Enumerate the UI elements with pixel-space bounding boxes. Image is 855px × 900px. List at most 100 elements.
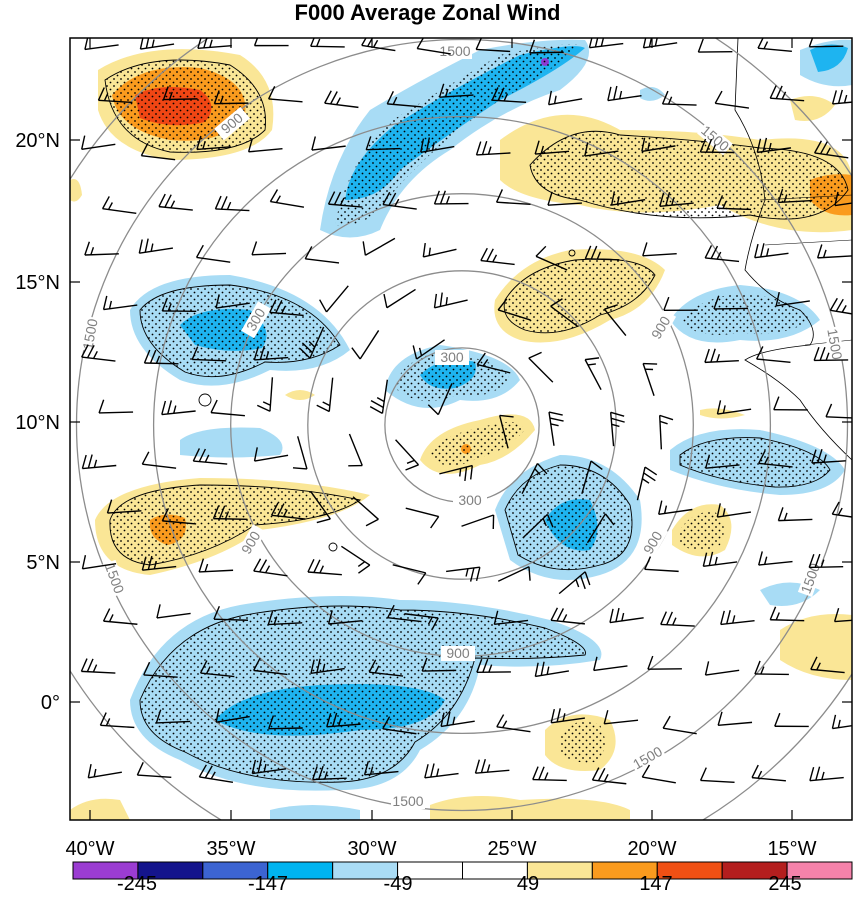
wind-barb xyxy=(212,505,248,521)
wind-barb xyxy=(777,188,813,204)
wind-barb xyxy=(754,660,789,676)
wind-barb xyxy=(269,299,304,317)
wind-barb xyxy=(324,90,359,109)
wind-barb xyxy=(387,604,422,623)
wind-barb xyxy=(663,296,698,311)
wind-barb xyxy=(642,362,658,396)
wind-barb xyxy=(253,558,288,577)
wind-barb xyxy=(362,237,396,256)
range-ring xyxy=(152,115,772,735)
wind-barb xyxy=(476,658,511,673)
wind-barb xyxy=(299,326,325,359)
wind-barb xyxy=(307,559,342,576)
wind-barb xyxy=(143,661,178,678)
wind-barb xyxy=(197,38,232,49)
lat-label: 20°N xyxy=(15,130,60,152)
lon-label: 35°W xyxy=(206,838,255,860)
wind-barb xyxy=(141,555,177,571)
wind-barb xyxy=(716,400,752,415)
wind-barb xyxy=(548,411,564,446)
wind-barb xyxy=(550,708,585,724)
negative-region xyxy=(640,86,665,101)
wind-barb xyxy=(155,709,191,724)
wind-barb xyxy=(825,403,852,419)
wind-barb xyxy=(253,38,289,47)
wind-barb xyxy=(106,499,142,514)
wind-barb xyxy=(521,462,548,495)
wind-barb xyxy=(311,136,346,151)
positive-region xyxy=(285,390,315,400)
wind-barb xyxy=(586,513,615,544)
wind-barb xyxy=(351,330,380,360)
wind-barb xyxy=(319,285,349,313)
wind-barb xyxy=(777,507,813,522)
wind-barb xyxy=(588,38,624,49)
wind-barb xyxy=(591,767,627,785)
wind-barb xyxy=(609,607,644,624)
wind-barb xyxy=(215,708,250,723)
wind-barb xyxy=(475,141,511,156)
wind-barb xyxy=(529,39,564,54)
wind-barb xyxy=(774,712,809,728)
wind-barb xyxy=(704,245,740,263)
wind-barb xyxy=(210,399,245,417)
wind-barb xyxy=(97,87,133,104)
wind-barb xyxy=(143,349,179,365)
wind-barb xyxy=(816,244,852,259)
wind-barb xyxy=(699,767,735,784)
wind-barb xyxy=(439,464,473,481)
wind-barb xyxy=(535,245,568,271)
wind-barb xyxy=(438,83,474,98)
lon-label: 40°W xyxy=(65,838,114,860)
wind-barb xyxy=(404,613,439,631)
range-ring-label: 1500 xyxy=(79,317,100,351)
wind-barb xyxy=(754,243,789,259)
wind-barb xyxy=(756,137,792,154)
colorbar-label: -49 xyxy=(384,873,413,895)
wind-barb xyxy=(102,295,138,311)
lon-label: 15°W xyxy=(767,838,816,860)
wind-barb xyxy=(310,38,345,48)
wind-barb xyxy=(660,611,695,627)
wind-barb xyxy=(269,189,305,208)
wind-barb xyxy=(641,137,676,153)
wind-barb xyxy=(199,660,235,678)
wind-barb xyxy=(775,291,810,307)
wind-barb xyxy=(809,766,844,782)
wind-barb xyxy=(662,715,697,735)
positive-region xyxy=(790,96,835,121)
wind-barb xyxy=(382,716,417,735)
wind-barb xyxy=(547,90,583,106)
positive-region xyxy=(70,179,82,202)
lon-axis xyxy=(89,38,793,820)
colorbar-label: 245 xyxy=(768,873,801,895)
wind-barb xyxy=(327,191,363,208)
wind-barb xyxy=(247,138,283,153)
lat-label: 5°N xyxy=(26,552,60,574)
wind-barb xyxy=(352,496,379,527)
wind-barb xyxy=(198,558,234,573)
wind-barb xyxy=(267,611,303,626)
wind-barb xyxy=(716,503,752,518)
wind-barb xyxy=(101,196,137,214)
wind-barb xyxy=(405,507,440,529)
wind-barb xyxy=(433,292,468,309)
wind-barb xyxy=(363,761,399,776)
wind-barb xyxy=(196,135,231,151)
range-ring-label: 900 xyxy=(446,645,470,661)
wind-barb xyxy=(256,377,274,412)
wind-barb xyxy=(251,241,287,256)
wind-barb xyxy=(292,436,308,470)
wind-barb xyxy=(497,298,531,321)
wind-barb xyxy=(382,191,417,210)
wind-barb xyxy=(810,656,845,674)
wind-barb xyxy=(310,658,345,674)
wind-barb xyxy=(192,448,228,465)
wind-barb xyxy=(702,551,738,567)
wind-barb xyxy=(198,764,234,783)
wind-barb xyxy=(547,191,582,206)
wind-barb xyxy=(811,449,846,464)
wind-barb xyxy=(758,551,793,566)
wind-barb xyxy=(213,90,249,105)
